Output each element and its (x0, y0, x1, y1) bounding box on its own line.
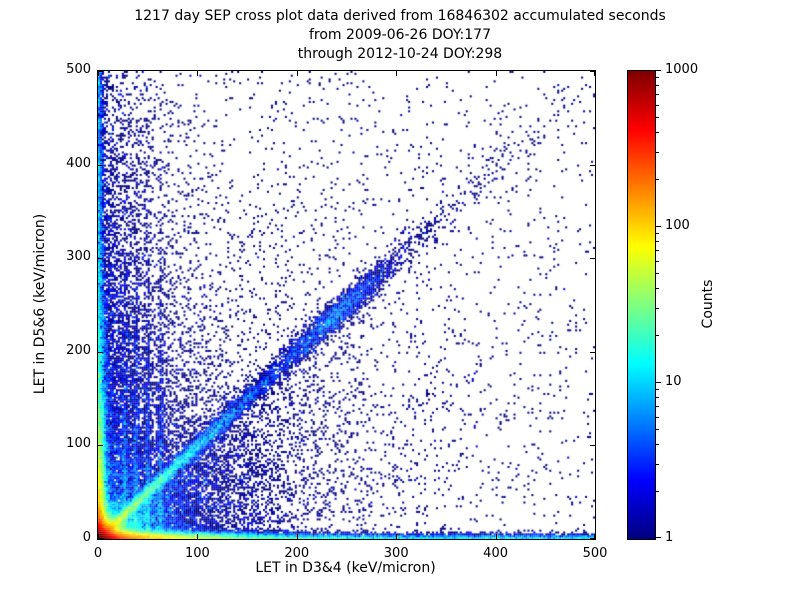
axis-tick-mark (98, 534, 99, 539)
colorbar-tick-label: 1000 (665, 62, 699, 77)
colorbar-minor-tick-mark (656, 397, 659, 398)
axis-tick-mark (98, 538, 103, 539)
axis-tick-mark (396, 71, 397, 76)
x-tick-label: 0 (93, 546, 103, 561)
title-block: 1217 day SEP cross plot data derived fro… (0, 7, 800, 64)
axis-tick-mark (594, 534, 595, 539)
axis-tick-mark (590, 445, 595, 446)
x-tick-label: 300 (383, 546, 409, 561)
colorbar-minor-tick-mark (656, 241, 659, 242)
colorbar-minor-tick-mark (656, 179, 659, 180)
colorbar-minor-tick-mark (656, 406, 659, 407)
colorbar-minor-tick-mark (656, 85, 659, 86)
colorbar-minor-tick-mark (656, 152, 659, 153)
y-tick-label: 500 (66, 62, 91, 77)
axis-tick-mark (197, 534, 198, 539)
axis-tick-mark (594, 71, 595, 76)
axis-tick-mark (98, 71, 103, 72)
colorbar-tick-mark (656, 70, 661, 71)
y-tick-label: 100 (66, 436, 91, 452)
colorbar-label: Counts (700, 279, 716, 329)
x-tick-label: 400 (483, 546, 509, 561)
chart-title: 1217 day SEP cross plot data derived fro… (134, 8, 666, 24)
colorbar-minor-tick-mark (656, 233, 659, 234)
colorbar-tick-mark (656, 382, 661, 383)
colorbar-minor-tick-mark (656, 288, 659, 289)
axis-tick-mark (98, 165, 103, 166)
colorbar-minor-tick-mark (656, 77, 659, 78)
axis-tick-mark (98, 445, 103, 446)
colorbar-tick-mark (656, 226, 661, 227)
x-axis-label: LET in D3&4 (keV/micron) (255, 560, 436, 576)
axis-tick-mark (297, 71, 298, 76)
colorbar-minor-tick-mark (656, 261, 659, 262)
colorbar-minor-tick-mark (656, 417, 659, 418)
axis-tick-mark (297, 534, 298, 539)
x-tick-label: 100 (184, 546, 210, 561)
colorbar-minor-tick-mark (656, 273, 659, 274)
colorbar-minor-tick-mark (656, 250, 659, 251)
axis-tick-mark (590, 538, 595, 539)
axis-tick-mark (590, 352, 595, 353)
axis-tick-mark (590, 165, 595, 166)
axis-tick-mark (496, 534, 497, 539)
y-tick-label: 400 (66, 155, 91, 171)
colorbar-minor-tick-mark (656, 335, 659, 336)
colorbar-tick-mark (656, 537, 661, 538)
axis-tick-mark (197, 71, 198, 76)
colorbar-minor-tick-mark (656, 117, 659, 118)
y-tick-label: 200 (66, 342, 91, 358)
colorbar-tick-label: 100 (665, 218, 690, 233)
axis-tick-mark (590, 258, 595, 259)
axis-tick-mark (98, 352, 103, 353)
axis-tick-mark (98, 258, 103, 259)
colorbar-minor-tick-mark (656, 444, 659, 445)
axis-tick-mark (590, 71, 595, 72)
colorbar (627, 70, 656, 540)
y-tick-label: 300 (66, 249, 91, 265)
colorbar-tick-label: 1 (665, 530, 674, 545)
axis-tick-mark (496, 71, 497, 76)
colorbar-minor-tick-mark (656, 308, 659, 309)
colorbar-minor-tick-mark (656, 105, 659, 106)
chart-subtitle-through: through 2012-10-24 DOY:298 (297, 46, 503, 62)
scatter-canvas (98, 71, 595, 539)
colorbar-minor-tick-mark (656, 491, 659, 492)
y-tick-label: 0 (82, 530, 91, 545)
colorbar-minor-tick-mark (656, 464, 659, 465)
x-tick-label: 500 (582, 546, 608, 561)
chart-subtitle-from: from 2009-06-26 DOY:177 (308, 27, 491, 43)
axis-tick-mark (98, 71, 99, 76)
x-tick-label: 200 (284, 546, 310, 561)
colorbar-tick-label: 10 (665, 374, 682, 389)
colorbar-canvas (628, 71, 655, 539)
colorbar-minor-tick-mark (656, 389, 659, 390)
colorbar-minor-tick-mark (656, 94, 659, 95)
colorbar-minor-tick-mark (656, 132, 659, 133)
axis-tick-mark (396, 534, 397, 539)
y-axis-label: LET in D5&6 (keV/micron) (32, 213, 48, 395)
colorbar-minor-tick-mark (656, 429, 659, 430)
plot-area (97, 70, 596, 540)
